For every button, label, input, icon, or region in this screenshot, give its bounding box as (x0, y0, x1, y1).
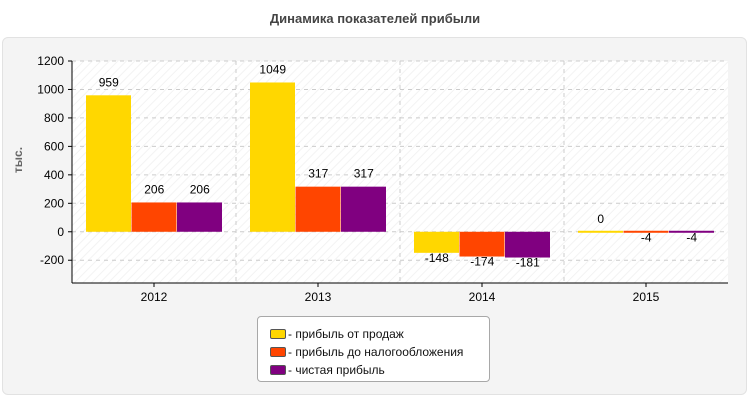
x-tick-label: 2013 (305, 290, 332, 304)
legend-item-net-profit[interactable]: - чистая прибыль (270, 361, 489, 379)
y-tick-label: 800 (44, 111, 64, 125)
bar (578, 230, 623, 233)
data-label: -148 (425, 251, 449, 265)
bar (131, 202, 177, 232)
data-label: 206 (190, 182, 210, 196)
x-tick-label: 2015 (633, 290, 660, 304)
data-label: 1049 (259, 62, 286, 76)
data-label: 0 (597, 212, 604, 226)
x-tick-label: 2012 (141, 290, 168, 304)
chart-title: Динамика показателей прибыли (269, 11, 481, 26)
bar (669, 230, 714, 233)
data-label: -4 (641, 230, 652, 244)
legend-label: - чистая прибыль (288, 363, 385, 377)
legend-swatch (270, 347, 286, 357)
bar (86, 95, 131, 232)
bar (459, 231, 505, 257)
data-label: -181 (516, 256, 540, 270)
y-tick-label: 400 (44, 168, 64, 182)
y-tick-label: 200 (44, 196, 64, 210)
bar (505, 231, 550, 258)
bar (623, 230, 669, 233)
axes (71, 61, 728, 284)
legend-label: - прибыль до налогообложения (288, 345, 464, 359)
data-labels: 959 206 206 1049 317 317 -148 -174 -181 0 -4 -4 (99, 62, 698, 269)
x-tick-label: 2014 (469, 290, 496, 304)
data-label: 317 (354, 167, 374, 181)
legend-item-pretax-profit[interactable]: - прибыль до налогообложения (270, 343, 489, 361)
data-label: -4 (686, 230, 697, 244)
y-axis-label: тыс. (11, 147, 25, 173)
x-tick-labels: 2012 2013 2014 2015 (141, 290, 660, 304)
y-tick-label: 0 (57, 225, 64, 239)
legend-label: - прибыль от продаж (288, 327, 404, 341)
y-tick-label: 600 (44, 139, 64, 153)
y-tick-label: 1200 (37, 54, 64, 68)
legend-swatch (270, 365, 286, 375)
legend: - прибыль от продаж - прибыль до налогоо… (257, 316, 490, 382)
legend-swatch (270, 329, 286, 339)
data-label: -174 (470, 255, 494, 269)
bar (414, 231, 459, 253)
y-tick-label: -200 (40, 253, 64, 267)
data-label: 959 (99, 75, 119, 89)
data-label: 206 (144, 182, 164, 196)
data-label: 317 (308, 167, 328, 181)
bar (177, 202, 222, 232)
bar (295, 186, 341, 232)
bars (86, 82, 714, 258)
bar (341, 186, 386, 232)
legend-item-sales-profit[interactable]: - прибыль от продаж (270, 325, 489, 343)
y-tick-label: 1000 (37, 82, 64, 96)
y-tick-labels: -200 0 200 400 600 800 1000 1200 (37, 54, 64, 267)
bar (250, 82, 295, 232)
